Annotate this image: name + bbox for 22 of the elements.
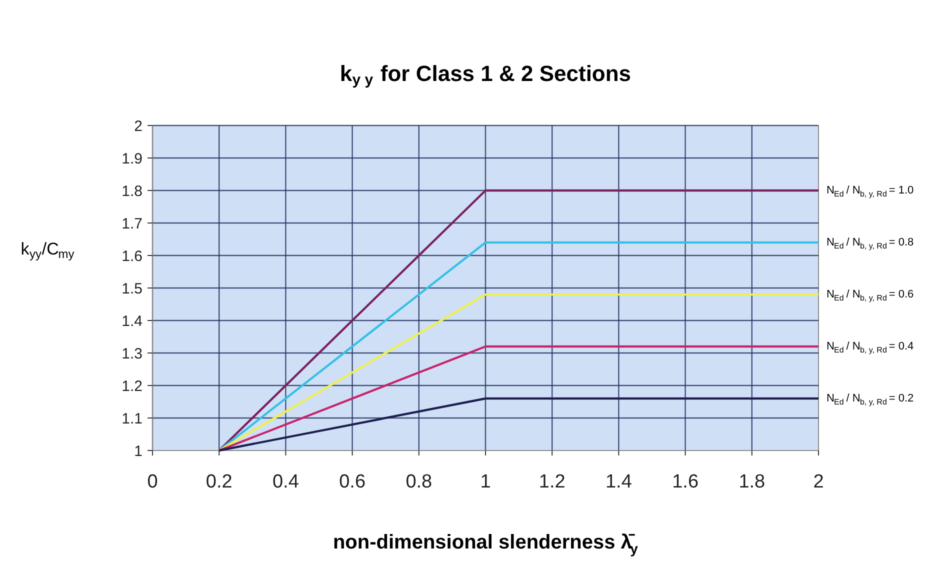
y-tick-label: 1.6 [122,248,143,265]
y-tick-label: 1.5 [122,280,143,298]
x-tick-label: 0.8 [406,472,432,492]
y-tick-label: 1.9 [122,150,143,168]
x-tick-label: 0.6 [339,472,366,492]
y-tick-label: 1.3 [122,346,143,362]
y-tick-label: 1.7 [122,216,143,232]
y-tick-label: 2 [134,118,142,135]
y-tick-label: 1.4 [122,313,143,330]
x-tick-label: 1.6 [672,472,699,492]
y-tick-label: 1.2 [122,378,143,395]
x-tick-label: 0.2 [206,472,232,492]
y-tick-label: 1 [134,443,142,460]
x-tick-label: 1.8 [738,472,766,492]
x-tick-label: 1.2 [538,472,566,492]
x-tick-label: 2 [813,472,824,492]
y-tick-label: 1.8 [122,183,143,200]
y-tick-label: 1.1 [122,410,143,428]
x-tick-label: 0 [147,472,158,492]
x-tick-label: 0.4 [272,472,300,492]
x-tick-label: 1.4 [605,472,632,492]
x-tick-label: 1 [480,472,491,492]
